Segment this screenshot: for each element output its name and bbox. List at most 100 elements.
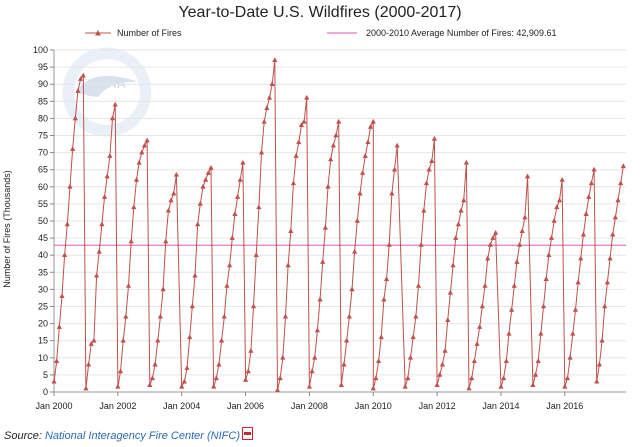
- fires-data-point: [205, 170, 211, 175]
- fires-data-point: [532, 371, 539, 377]
- x-tick-label: Jan 2012: [419, 401, 456, 411]
- fires-data-point: [226, 262, 233, 268]
- fires-data-point: [93, 272, 100, 278]
- y-axis-ticks: 0 5 10 15 20 25 30 35 40 45 50 55 60 65 70 75 80 85 90 95 10…: [33, 45, 54, 397]
- y-tick-label: 65: [38, 165, 48, 175]
- fires-data-point: [482, 282, 488, 288]
- fires-data-point: [543, 276, 549, 281]
- fires-data-point: [269, 81, 275, 86]
- x-tick-label: Jan 2004: [163, 401, 200, 411]
- x-tick-label: Jan 2002: [99, 401, 136, 411]
- fires-data-point: [242, 377, 249, 382]
- fires-data-point: [85, 361, 92, 367]
- fires-data-point: [234, 194, 241, 199]
- fires-data-point: [160, 286, 166, 292]
- fires-data-point: [360, 170, 366, 175]
- fires-data-point: [131, 204, 137, 210]
- fires-data-point: [556, 197, 563, 203]
- y-tick-label: 35: [38, 267, 48, 277]
- fires-data-point: [413, 313, 419, 319]
- fires-data-point: [386, 241, 392, 247]
- fires-data-point: [612, 214, 618, 220]
- y-axis-label: Number of Fires (Thousands): [2, 170, 12, 288]
- noaa-logo-text: NOAA: [88, 76, 127, 91]
- fires-data-point: [101, 194, 108, 199]
- fires-data-point: [463, 159, 469, 165]
- fires-data-point: [604, 279, 610, 285]
- fires-data-point: [540, 303, 547, 309]
- fires-data-point: [109, 115, 116, 121]
- fires-data-point: [620, 163, 626, 169]
- fires-series: [51, 57, 626, 393]
- y-tick-label: 30: [38, 284, 48, 294]
- y-tick-label: 85: [38, 96, 48, 106]
- fires-data-point: [607, 255, 613, 261]
- fires-data-point: [197, 200, 203, 206]
- fires-data-point: [99, 221, 105, 227]
- fires-data-point: [70, 146, 76, 151]
- fires-data-point: [211, 383, 217, 389]
- fires-data-point: [509, 306, 515, 312]
- fires-data-point: [535, 358, 541, 364]
- pdf-icon[interactable]: [242, 427, 253, 440]
- fires-data-point: [538, 330, 544, 336]
- legend-fires-label: Number of Fires: [117, 28, 182, 38]
- fires-data-point: [56, 324, 62, 329]
- fires-data-point: [320, 259, 326, 264]
- y-tick-label: 50: [38, 216, 48, 226]
- fires-data-point: [458, 207, 464, 213]
- fires-data-point: [336, 118, 342, 124]
- fires-data-point: [519, 228, 525, 234]
- fires-data-point: [575, 279, 581, 285]
- fires-data-point: [439, 361, 446, 367]
- fires-data-point: [309, 368, 315, 374]
- fires-data-point: [588, 180, 595, 186]
- fires-data-point: [285, 262, 291, 268]
- fires-data-point: [62, 252, 68, 257]
- fires-data-point: [455, 221, 461, 227]
- fires-data-point: [115, 383, 121, 389]
- fires-data-point: [453, 235, 459, 240]
- y-tick-label: 15: [38, 336, 48, 346]
- y-tick-label: 95: [38, 62, 48, 72]
- y-tick-label: 90: [38, 79, 48, 89]
- fires-data-point: [442, 347, 448, 353]
- fires-data-point: [240, 159, 246, 165]
- source-link[interactable]: National Interagency Fire Center (NIFC): [44, 430, 240, 442]
- fires-data-point: [381, 296, 387, 302]
- fires-data-point: [378, 334, 384, 340]
- fires-data-point: [139, 149, 145, 155]
- fires-data-point: [250, 303, 257, 309]
- fires-data-point: [184, 365, 190, 370]
- fires-data-point: [477, 324, 483, 329]
- fires-data-point: [546, 252, 552, 257]
- fires-data-point: [104, 173, 110, 179]
- noaa-logo-bird: [76, 75, 139, 97]
- fires-data-point: [136, 159, 142, 165]
- fires-data-point: [141, 142, 148, 148]
- fires-data-point: [498, 383, 504, 389]
- fires-data-point: [367, 123, 374, 129]
- fires-data-point: [322, 224, 328, 230]
- fires-data-point: [485, 255, 491, 261]
- fires-data-point: [445, 317, 451, 322]
- fires-data-point: [407, 354, 414, 360]
- fires-data-point: [570, 330, 576, 336]
- y-tick-label: 40: [38, 250, 48, 260]
- fires-data-point: [530, 382, 536, 387]
- fires-data-point: [245, 368, 251, 374]
- fires-data-point: [187, 334, 193, 340]
- fires-data-point: [487, 241, 493, 247]
- y-tick-label: 75: [38, 131, 48, 141]
- x-tick-label: Jan 2000: [35, 401, 72, 411]
- fires-data-point: [248, 347, 254, 353]
- fires-data-point: [559, 176, 565, 182]
- fires-data-point: [152, 361, 158, 367]
- fires-data-point: [144, 137, 150, 143]
- fires-data-point: [354, 218, 360, 223]
- fires-data-point: [447, 289, 454, 295]
- fires-data-point: [421, 207, 427, 213]
- fires-data-point: [344, 337, 350, 343]
- fires-data-point: [610, 231, 616, 237]
- fires-data-point: [599, 337, 605, 343]
